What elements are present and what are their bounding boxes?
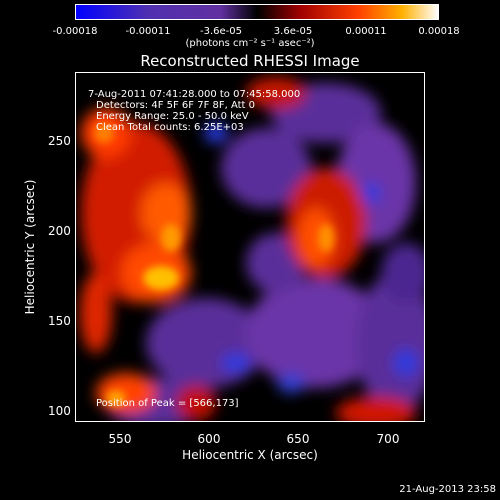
info-line-energy: Energy Range: 25.0 - 50.0 keV bbox=[96, 111, 249, 122]
peak-position-label: Position of Peak = [566,173] bbox=[96, 398, 239, 409]
x-tick-label: 700 bbox=[376, 432, 400, 446]
image-frame: 7-Aug-2011 07:41:28.000 to 07:45:58.000 … bbox=[75, 72, 425, 422]
colorbar-tick: 3.6e-05 bbox=[273, 26, 313, 37]
x-tick-label: 650 bbox=[286, 432, 310, 446]
info-line-detectors: Detectors: 4F 5F 6F 7F 8F, Att 0 bbox=[96, 100, 256, 111]
y-tick-label: 250 bbox=[48, 134, 71, 148]
x-tick-label: 550 bbox=[108, 432, 132, 446]
colorbar-tick: 0.00011 bbox=[345, 26, 387, 37]
colorbar-tick: -3.6e-05 bbox=[200, 26, 242, 37]
info-line-counts: Clean Total counts: 6.25E+03 bbox=[96, 122, 244, 133]
colorbar-tick: -0.00018 bbox=[52, 26, 98, 37]
y-tick-label: 100 bbox=[48, 404, 71, 418]
y-axis-label: Heliocentric Y (arcsec) bbox=[23, 179, 37, 315]
plot-title: Reconstructed RHESSI Image bbox=[140, 52, 360, 70]
footer-date: 21-Aug-2013 23:58 bbox=[399, 484, 496, 495]
y-tick-label: 200 bbox=[48, 224, 71, 238]
colorbar bbox=[75, 4, 439, 20]
y-tick-label: 150 bbox=[48, 314, 71, 328]
heatmap-image bbox=[76, 73, 424, 421]
colorbar-tick: -0.00011 bbox=[125, 26, 171, 37]
info-line-time: 7-Aug-2011 07:41:28.000 to 07:45:58.000 bbox=[88, 89, 301, 100]
x-axis-label: Heliocentric X (arcsec) bbox=[182, 448, 318, 462]
colorbar-units: (photons cm⁻² s⁻¹ asec⁻²) bbox=[185, 38, 315, 49]
x-tick-label: 600 bbox=[197, 432, 221, 446]
colorbar-tick: 0.00018 bbox=[418, 26, 460, 37]
